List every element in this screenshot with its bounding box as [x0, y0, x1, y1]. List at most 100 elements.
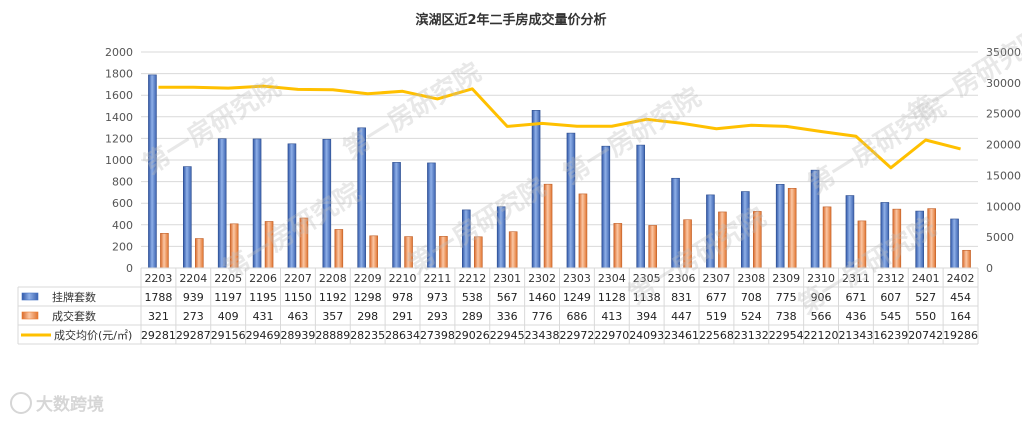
avg-price-line — [158, 84, 961, 170]
listing-bar — [392, 162, 401, 269]
deal-bar — [543, 183, 553, 269]
data-label: 23132 — [734, 329, 769, 342]
x-tick-label: 2210 — [389, 272, 417, 285]
listing-bar — [671, 177, 680, 269]
data-label: 1249 — [563, 291, 591, 304]
x-tick-label: 2209 — [354, 272, 382, 285]
data-label: 273 — [183, 310, 204, 323]
deal-bar — [962, 249, 971, 269]
y-right-tick-label: 35000 — [986, 46, 1021, 59]
y-left-tick-label: 200 — [112, 240, 133, 253]
x-tick-label: 2305 — [633, 272, 661, 285]
data-label: 454 — [950, 291, 971, 304]
x-tick-label: 2303 — [563, 272, 591, 285]
x-tick-label: 2309 — [772, 272, 800, 285]
data-label: 20742 — [908, 329, 943, 342]
deal-bar — [508, 231, 518, 269]
deal-bar — [787, 187, 797, 269]
data-label: 939 — [183, 291, 204, 304]
deal-bar — [683, 219, 692, 269]
deal-bar — [892, 208, 902, 269]
data-label: 23461 — [664, 329, 699, 342]
listing-bar — [566, 132, 576, 269]
listing-bar — [322, 138, 332, 269]
deal-bar — [718, 211, 727, 269]
data-label: 413 — [601, 310, 622, 323]
legend-label: 成交均价(元/㎡) — [54, 328, 132, 342]
x-tick-label: 2312 — [877, 272, 905, 285]
listing-bar — [950, 218, 959, 269]
deal-bar — [299, 217, 309, 269]
y-left-tick-label: 600 — [112, 197, 133, 210]
listing-bar — [601, 145, 611, 269]
data-label: 738 — [776, 310, 797, 323]
data-label: 22945 — [490, 329, 525, 342]
data-label: 1460 — [528, 291, 556, 304]
listing-bar — [496, 206, 506, 269]
deal-bar — [578, 193, 588, 269]
listing-bar — [775, 184, 785, 269]
listing-bar — [252, 138, 262, 269]
data-label: 291 — [392, 310, 413, 323]
x-tick-label: 2206 — [249, 272, 277, 285]
data-label: 22972 — [559, 329, 594, 342]
listing-bar — [148, 74, 157, 269]
data-label: 545 — [880, 310, 901, 323]
data-label: 519 — [706, 310, 727, 323]
deal-bar — [404, 236, 413, 269]
listing-bar — [636, 144, 645, 269]
data-label: 29156 — [211, 329, 246, 342]
data-label: 28889 — [315, 329, 350, 342]
data-label: 431 — [253, 310, 274, 323]
data-label: 19286 — [943, 329, 978, 342]
data-label: 27398 — [420, 329, 455, 342]
data-label: 29026 — [455, 329, 490, 342]
data-label: 607 — [880, 291, 901, 304]
deal-bar — [195, 238, 204, 269]
listing-bar — [183, 166, 192, 269]
deal-bar — [857, 220, 867, 269]
x-tick-label: 2302 — [528, 272, 556, 285]
y-right-tick-label: 15000 — [986, 169, 1021, 182]
y-right-tick-label: 5000 — [986, 231, 1014, 244]
listing-bar — [217, 138, 227, 269]
legend-key-listing — [21, 292, 39, 301]
legend-key-deals — [21, 311, 39, 320]
x-tick-label: 2308 — [737, 272, 765, 285]
y-right-tick-label: 0 — [986, 262, 993, 275]
listing-bar — [357, 127, 366, 269]
y-left-tick-label: 1600 — [105, 89, 133, 102]
chart-title: 滨湖区近2年二手房成交量价分析 — [415, 13, 607, 28]
x-tick-label: 2204 — [179, 272, 207, 285]
y-left-tick-label: 0 — [126, 262, 133, 275]
data-label: 394 — [636, 310, 657, 323]
y-left-tick-label: 1200 — [105, 132, 133, 145]
data-label: 775 — [776, 291, 797, 304]
x-tick-label: 2401 — [912, 272, 940, 285]
x-tick-label: 2212 — [458, 272, 486, 285]
data-label: 538 — [462, 291, 483, 304]
y-right-tick-label: 20000 — [986, 139, 1021, 152]
y-left-tick-label: 1000 — [105, 154, 133, 167]
x-tick-label: 2203 — [144, 272, 172, 285]
data-label: 22568 — [699, 329, 734, 342]
deal-bar — [160, 233, 169, 269]
y-left-tick-label: 1400 — [105, 111, 133, 124]
deal-bar — [648, 225, 657, 269]
data-label: 436 — [845, 310, 866, 323]
data-label: 29287 — [176, 329, 211, 342]
listing-bar — [845, 195, 855, 269]
data-label: 28634 — [385, 329, 420, 342]
data-label: 321 — [148, 310, 169, 323]
data-label: 550 — [915, 310, 936, 323]
corner-watermark: 大数跨境 — [10, 390, 104, 415]
listing-bar — [880, 202, 890, 269]
data-label: 686 — [566, 310, 587, 323]
deal-bar — [753, 211, 762, 269]
data-label: 357 — [322, 310, 343, 323]
data-label: 28235 — [350, 329, 385, 342]
deal-bar — [369, 235, 378, 269]
data-label: 164 — [950, 310, 971, 323]
listing-bar — [741, 191, 750, 269]
